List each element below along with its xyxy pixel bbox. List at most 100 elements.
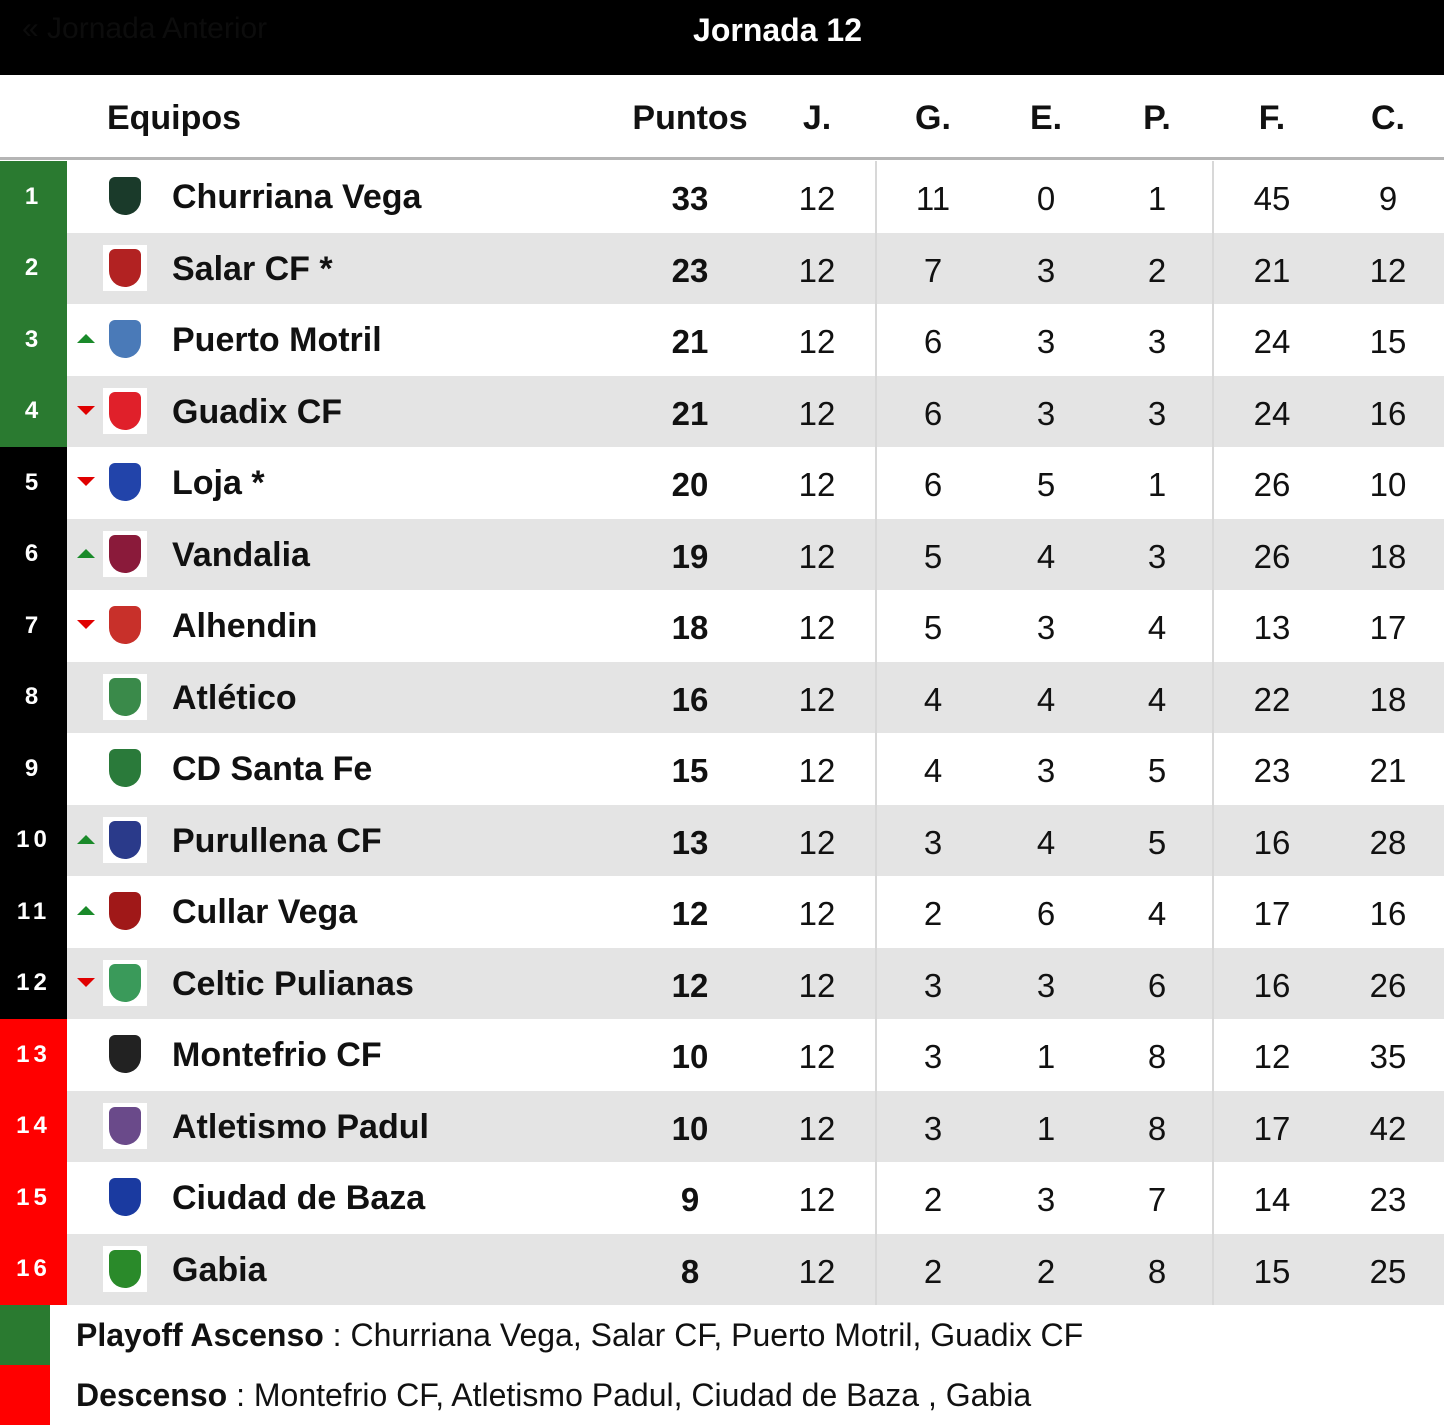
points-cell: 13 (671, 823, 709, 861)
played-cell: 12 (798, 752, 836, 789)
goals-for-cell: 26 (1253, 537, 1291, 575)
col-team: Equipos (106, 99, 242, 137)
team-name[interactable]: Atletismo Padul (172, 1107, 429, 1146)
played-cell: 12 (798, 394, 836, 432)
team-crest-icon (103, 316, 147, 362)
trend-down-icon (77, 405, 95, 415)
table-row[interactable]: 16 Gabia 8 12 2 2 8 15 25 (0, 1233, 1444, 1305)
lost-cell: 8 (1147, 1252, 1167, 1290)
drawn-cell: 4 (1036, 680, 1056, 718)
team-name[interactable]: Atlético (172, 678, 297, 717)
goals-for-cell: 16 (1253, 823, 1291, 861)
table-row[interactable]: 13 Montefrio CF 10 12 3 1 8 12 35 (0, 1019, 1444, 1091)
team-name[interactable]: Gabia (172, 1250, 267, 1289)
won-cell: 3 (923, 1109, 943, 1147)
team-name[interactable]: Salar CF * (172, 249, 333, 288)
trend-down-icon (77, 620, 95, 629)
played-cell: 12 (798, 895, 836, 932)
relegation-teams: : Montefrio CF, Atletismo Padul, Ciudad … (227, 1377, 1032, 1413)
points-cell: 20 (671, 466, 709, 503)
table-row[interactable]: 8 Atlético 16 12 4 4 4 22 18 (0, 661, 1444, 733)
table-row[interactable]: 12 Celtic Pulianas 12 12 3 3 6 16 26 (0, 947, 1444, 1019)
team-name[interactable]: Puerto Motril (172, 321, 382, 359)
goals-against-cell: 15 (1369, 323, 1407, 360)
team-name[interactable]: Guadix CF (172, 392, 343, 431)
team-name[interactable]: Montefrio CF (172, 1036, 382, 1074)
goals-for-cell: 26 (1253, 466, 1291, 503)
drawn-cell: 3 (1036, 752, 1056, 789)
round-title: Jornada 12 (693, 12, 862, 48)
col-played: J. (802, 99, 832, 137)
team-crest-icon (103, 816, 147, 863)
col-goals-for: F. (1258, 99, 1286, 137)
goals-against-cell: 16 (1369, 394, 1407, 432)
divider (1212, 161, 1214, 1305)
col-drawn: E. (1029, 99, 1063, 137)
goals-for-cell: 24 (1253, 394, 1291, 432)
won-cell: 3 (923, 966, 943, 1004)
table-row[interactable]: 1 Churriana Vega 33 12 11 0 1 45 9 (0, 161, 1444, 233)
drawn-cell: 4 (1036, 537, 1056, 575)
table-row[interactable]: 7 Alhendin 18 12 5 3 4 13 17 (0, 590, 1444, 662)
points-cell: 33 (671, 180, 709, 217)
won-cell: 6 (923, 394, 943, 432)
team-name[interactable]: CD Santa Fe (172, 750, 373, 788)
won-cell: 11 (915, 180, 951, 217)
points-cell: 19 (671, 537, 709, 575)
team-name[interactable]: Vandalia (172, 535, 310, 574)
position-cell: 7 (0, 590, 67, 662)
row-background (67, 375, 1444, 447)
won-cell: 4 (923, 752, 943, 789)
team-crest-icon (103, 1174, 147, 1220)
goals-against-cell: 42 (1369, 1109, 1407, 1147)
points-cell: 10 (671, 1109, 709, 1147)
table-row[interactable]: 9 CD Santa Fe 15 12 4 3 5 23 21 (0, 733, 1444, 805)
lost-cell: 5 (1147, 823, 1167, 861)
team-name[interactable]: Cullar Vega (172, 893, 358, 931)
played-cell: 12 (798, 466, 836, 503)
playoff-color-swatch (0, 1305, 50, 1365)
won-cell: 2 (923, 895, 943, 932)
team-name[interactable]: Loja * (172, 464, 265, 502)
team-name[interactable]: Ciudad de Baza (172, 1179, 426, 1217)
goals-against-cell: 17 (1369, 609, 1407, 646)
goals-for-cell: 16 (1253, 966, 1291, 1004)
points-cell: 12 (671, 966, 709, 1004)
table-row[interactable]: 15 Ciudad de Baza 9 12 2 3 7 14 23 (0, 1162, 1444, 1234)
row-background (67, 232, 1444, 304)
drawn-cell: 1 (1036, 1109, 1056, 1147)
team-name[interactable]: Purullena CF (172, 821, 382, 860)
playoff-teams: : Churriana Vega, Salar CF, Puerto Motri… (323, 1317, 1084, 1353)
team-name[interactable]: Churriana Vega (172, 178, 422, 216)
previous-round-link[interactable]: « Jornada Anterior (22, 12, 268, 45)
team-crest-icon (103, 745, 147, 791)
goals-against-cell: 10 (1369, 466, 1407, 503)
lost-cell: 5 (1147, 752, 1167, 789)
lost-cell: 2 (1147, 251, 1167, 289)
table-row[interactable]: 2 Salar CF * 23 12 7 3 2 21 12 (0, 232, 1444, 304)
lost-cell: 4 (1147, 609, 1167, 646)
goals-for-cell: 23 (1253, 752, 1291, 789)
drawn-cell: 6 (1036, 895, 1056, 932)
team-crest-icon (103, 1102, 147, 1149)
drawn-cell: 5 (1036, 466, 1056, 503)
table-row[interactable]: 4 Guadix CF 21 12 6 3 3 24 16 (0, 375, 1444, 447)
goals-for-cell: 13 (1253, 609, 1291, 646)
team-crest-icon (103, 888, 147, 934)
goals-against-cell: 18 (1369, 680, 1407, 718)
row-background (67, 447, 1444, 519)
lost-cell: 1 (1147, 180, 1167, 217)
table-row[interactable]: 6 Vandalia 19 12 5 4 3 26 18 (0, 518, 1444, 590)
team-name[interactable]: Alhendin (172, 607, 318, 645)
goals-against-cell: 35 (1369, 1038, 1407, 1075)
trend-up-icon (77, 334, 95, 343)
table-row[interactable]: 5 Loja * 20 12 6 5 1 26 10 (0, 447, 1444, 519)
table-row[interactable]: 14 Atletismo Padul 10 12 3 1 8 17 42 (0, 1090, 1444, 1162)
table-row[interactable]: 10 Purullena CF 13 12 3 4 5 16 28 (0, 804, 1444, 876)
team-name[interactable]: Celtic Pulianas (172, 964, 414, 1003)
table-row[interactable]: 11 Cullar Vega 12 12 2 6 4 17 16 (0, 876, 1444, 948)
table-row[interactable]: 3 Puerto Motril 21 12 6 3 3 24 15 (0, 304, 1444, 376)
goals-against-cell: 21 (1369, 752, 1407, 789)
points-cell: 21 (671, 323, 709, 360)
goals-for-cell: 24 (1253, 323, 1291, 360)
